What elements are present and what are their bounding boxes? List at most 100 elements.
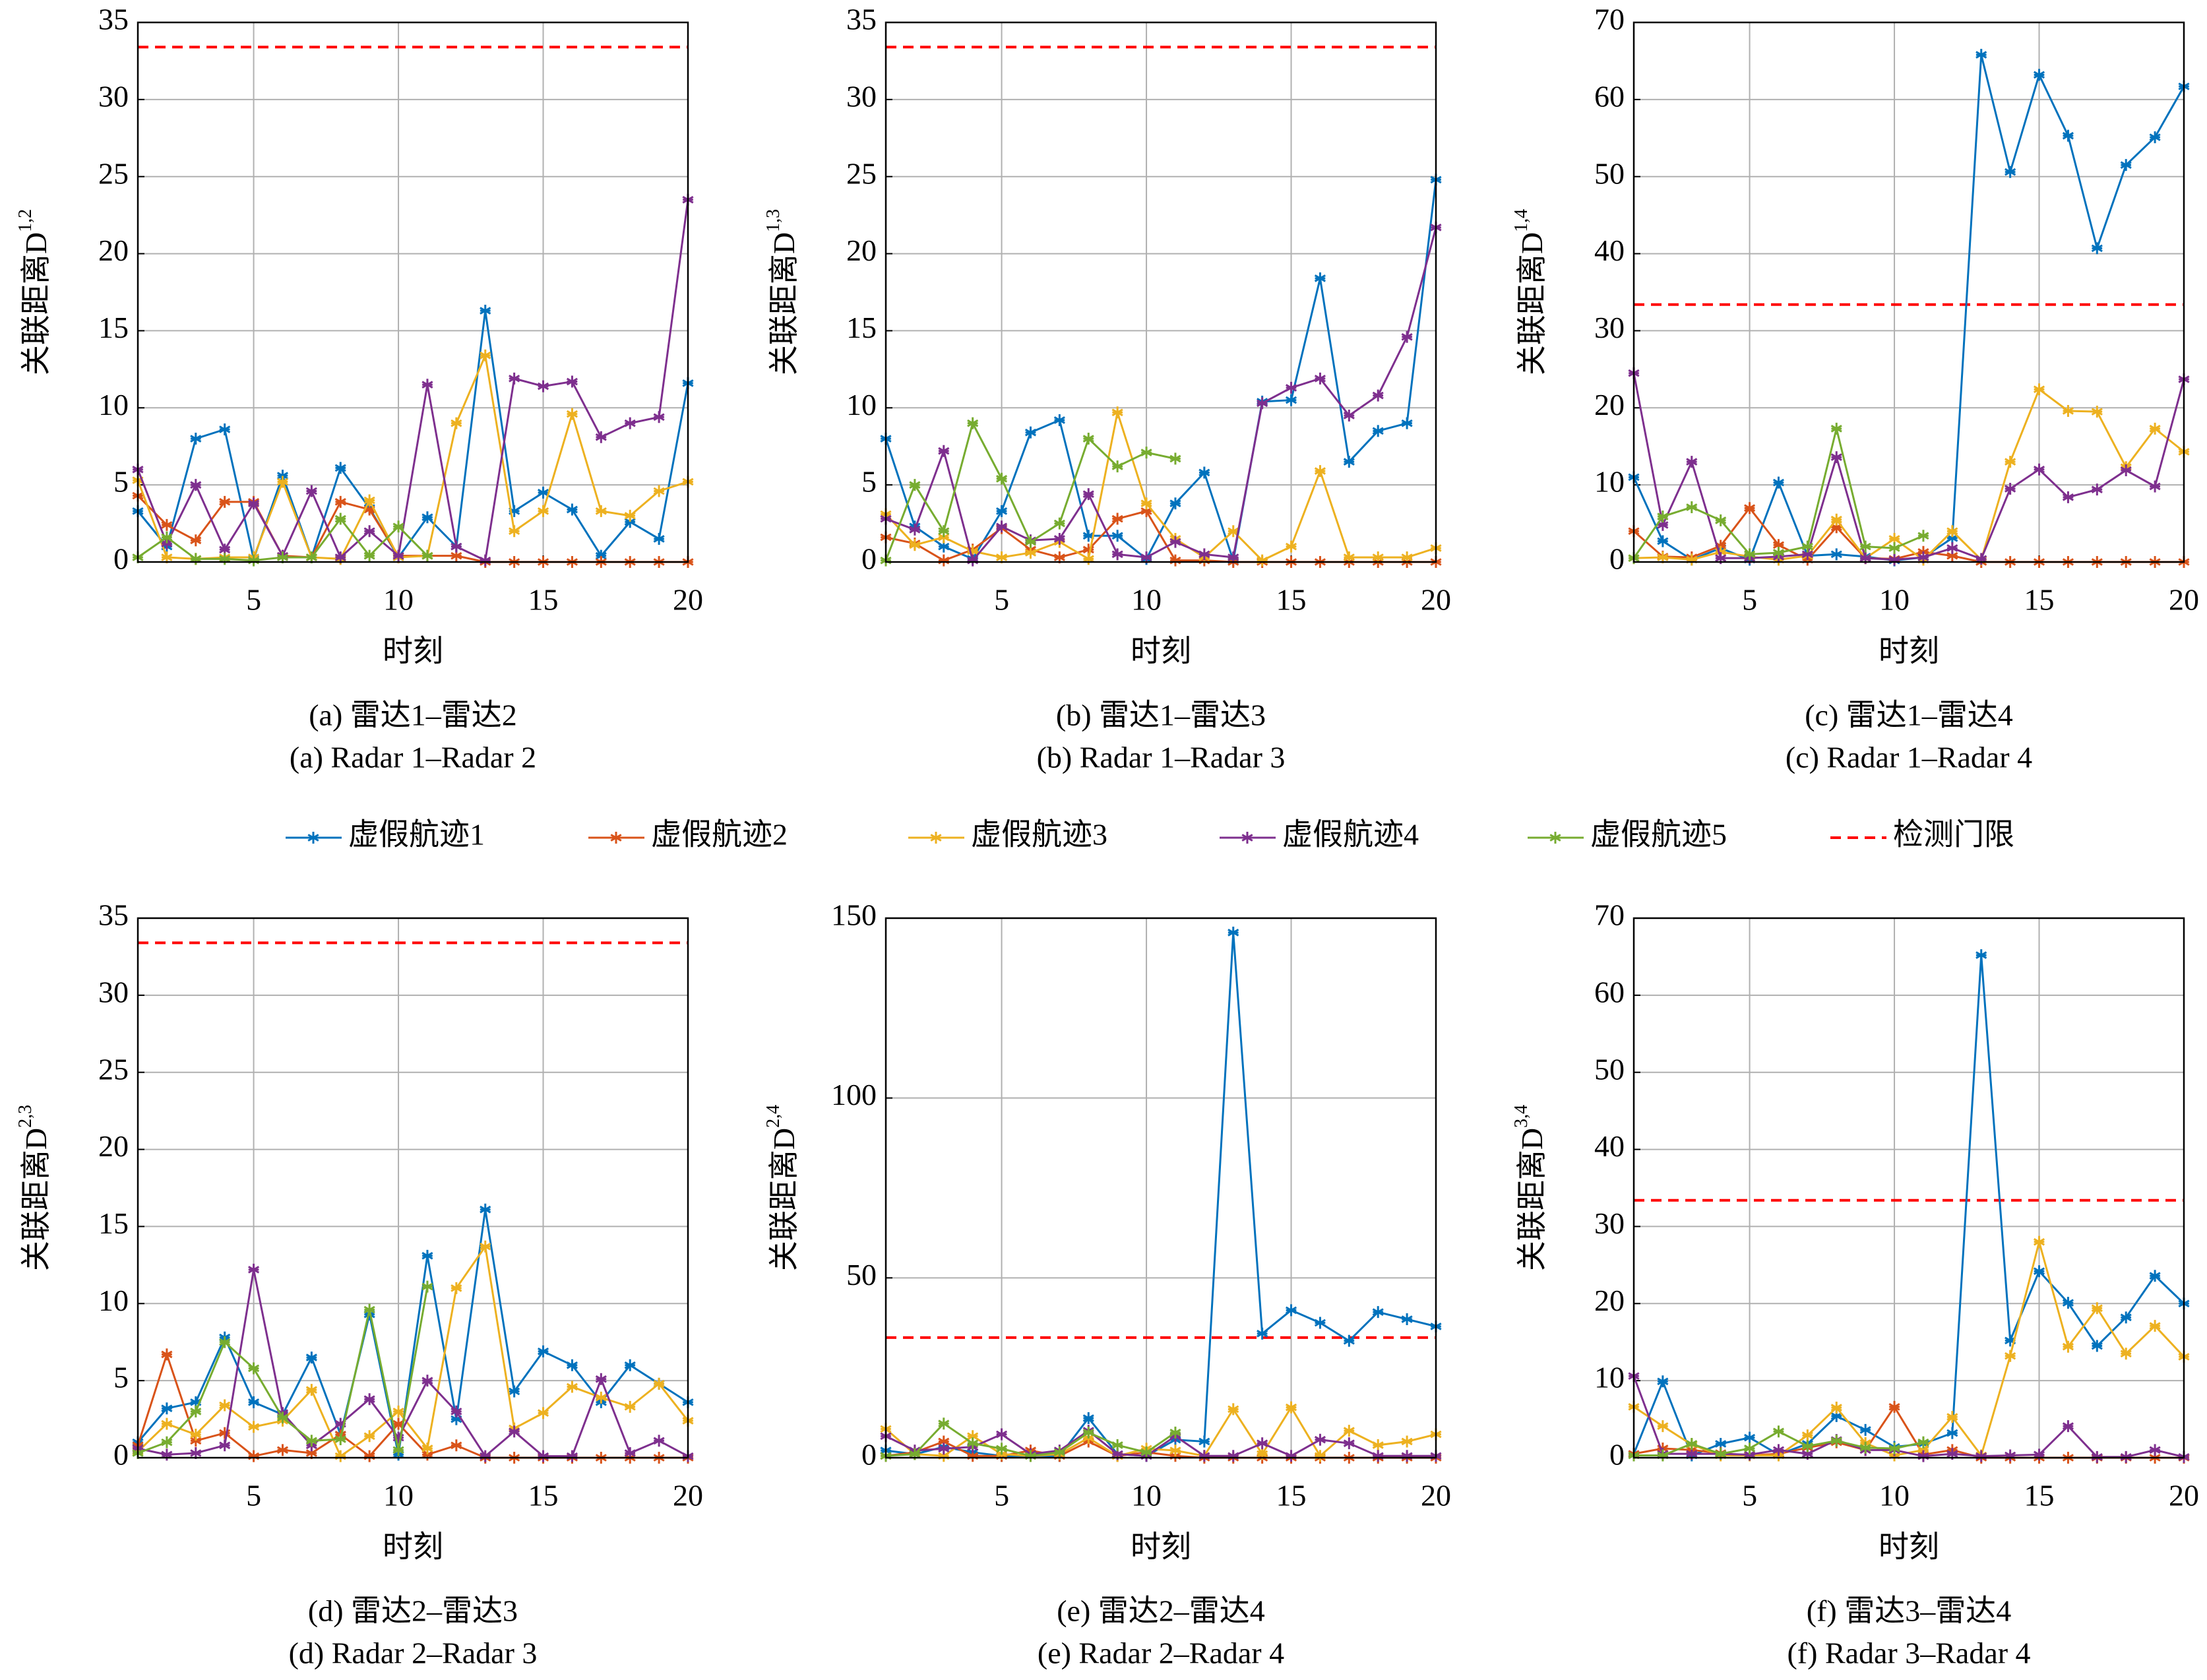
marker (2120, 159, 2132, 171)
marker (624, 1400, 636, 1413)
marker (248, 1263, 260, 1276)
plot-frame (885, 21, 1437, 563)
y-axis-label: 关联距离D1,3 (763, 209, 800, 375)
series-line (885, 412, 1437, 562)
marker (2005, 166, 2016, 178)
plot-frame (1632, 917, 2185, 1459)
marker (1169, 452, 1181, 465)
marker (2120, 1348, 2132, 1360)
marker (967, 545, 979, 557)
y-tick-label: 50 (1594, 1052, 1625, 1086)
marker (219, 1336, 231, 1348)
y-tick-label: 100 (831, 1078, 877, 1111)
plot-frame (137, 21, 689, 563)
marker (451, 1405, 462, 1417)
marker (1169, 536, 1181, 548)
x-tick-label: 5 (994, 1479, 1009, 1512)
marker (1169, 1445, 1181, 1457)
marker (1228, 525, 1239, 538)
marker (2120, 1311, 2132, 1324)
y-axis-label: 关联距离D3,4 (1511, 1105, 1548, 1271)
legend-marker (610, 832, 622, 844)
marker (938, 554, 950, 567)
marker (653, 1435, 665, 1447)
y-tick-label: 40 (1594, 1129, 1625, 1163)
marker (1830, 521, 1842, 534)
marker (1169, 554, 1181, 567)
marker (1257, 397, 1268, 410)
y-axis-label: 关联距离D2,3 (15, 1105, 52, 1271)
marker (248, 554, 260, 567)
y-tick-label: 5 (861, 465, 877, 499)
y-axis-label-main: 关联距离D (767, 232, 801, 375)
marker (392, 1405, 404, 1417)
marker (967, 417, 979, 429)
caption-en: (a) Radar 1–Radar 2 (290, 741, 536, 774)
marker (248, 1362, 260, 1375)
marker (1228, 1403, 1239, 1416)
marker (1082, 544, 1094, 556)
x-tick-label: 10 (383, 1479, 414, 1512)
marker (2120, 464, 2132, 476)
marker (480, 1203, 491, 1216)
marker (938, 531, 950, 544)
marker (451, 1282, 462, 1294)
marker (1975, 49, 1987, 61)
marker (566, 1450, 578, 1462)
marker (1888, 553, 1900, 566)
marker (363, 494, 375, 507)
legend-marker (1241, 832, 1253, 844)
marker (1343, 551, 1355, 563)
marker (1744, 1448, 1756, 1461)
marker (334, 1450, 346, 1462)
marker (1830, 451, 1842, 464)
marker (480, 554, 491, 567)
marker (1772, 546, 1785, 559)
marker (1830, 1402, 1842, 1414)
y-tick-label: 30 (1594, 1206, 1625, 1240)
marker (1715, 1448, 1727, 1460)
marker (392, 1431, 404, 1444)
marker (334, 551, 346, 563)
marker (219, 423, 231, 436)
marker (1859, 1441, 1871, 1454)
marker (1140, 497, 1152, 510)
x-tick-label: 10 (1131, 583, 1162, 617)
marker (509, 505, 520, 517)
marker (537, 380, 549, 392)
marker (219, 553, 231, 565)
y-tick-label: 35 (98, 3, 129, 36)
marker (1343, 1334, 1355, 1347)
marker (161, 1417, 173, 1430)
series-line (137, 1209, 689, 1455)
marker (190, 1405, 202, 1417)
marker (1285, 1450, 1297, 1462)
y-axis-label-main: 关联距离D (19, 1128, 53, 1271)
marker (1228, 926, 1239, 939)
marker (421, 1442, 433, 1454)
marker (276, 1444, 289, 1456)
marker (363, 549, 375, 562)
marker (938, 1435, 950, 1448)
y-tick-label: 5 (113, 1361, 129, 1394)
marker (2033, 463, 2045, 476)
marker (653, 532, 665, 545)
marker (421, 1280, 433, 1293)
marker (421, 379, 433, 391)
marker (1801, 548, 1813, 561)
y-tick-label: 30 (1594, 311, 1625, 344)
marker (938, 1417, 950, 1430)
x-tick-label: 5 (1742, 583, 1757, 617)
marker (1140, 505, 1152, 517)
marker (537, 486, 549, 499)
y-axis-label-main: 关联距离D (767, 1128, 801, 1271)
x-tick-label: 15 (2024, 1479, 2055, 1512)
marker (1372, 389, 1384, 402)
marker (161, 537, 173, 549)
marker (1401, 1313, 1413, 1326)
marker (161, 1436, 173, 1448)
marker (190, 433, 202, 445)
x-tick-label: 5 (1742, 1479, 1757, 1512)
marker (363, 1450, 375, 1462)
marker (1372, 425, 1384, 437)
